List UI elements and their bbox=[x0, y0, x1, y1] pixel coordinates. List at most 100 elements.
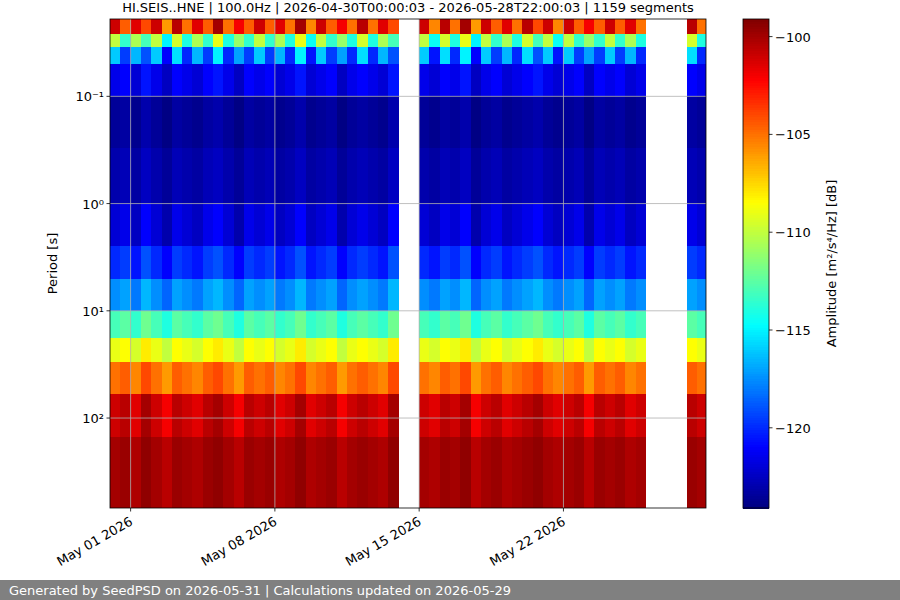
cell bbox=[697, 437, 706, 508]
cell bbox=[697, 204, 706, 247]
cell bbox=[522, 311, 533, 339]
cell bbox=[347, 19, 358, 34]
cell bbox=[533, 204, 544, 247]
cell bbox=[213, 311, 224, 339]
cell bbox=[234, 96, 245, 148]
cell bbox=[388, 204, 399, 247]
cell bbox=[553, 437, 564, 508]
cell bbox=[440, 47, 451, 64]
cell bbox=[151, 394, 162, 437]
cell bbox=[203, 394, 214, 437]
cell bbox=[285, 19, 296, 34]
cell bbox=[522, 47, 533, 64]
cell bbox=[574, 64, 585, 97]
cell bbox=[522, 394, 533, 437]
cell bbox=[151, 96, 162, 148]
cell bbox=[584, 204, 595, 247]
cell bbox=[172, 311, 183, 339]
cell bbox=[594, 204, 605, 247]
cell bbox=[471, 279, 482, 312]
cell bbox=[203, 34, 214, 48]
cell bbox=[368, 246, 379, 279]
cell bbox=[213, 204, 224, 247]
cell bbox=[254, 204, 265, 247]
cell bbox=[615, 362, 626, 395]
cell bbox=[295, 311, 306, 339]
cell bbox=[162, 96, 173, 148]
cell bbox=[419, 437, 430, 508]
cell bbox=[584, 19, 595, 34]
cell bbox=[151, 19, 162, 34]
cell bbox=[502, 204, 513, 247]
cell bbox=[182, 362, 193, 395]
cell bbox=[265, 34, 276, 48]
cell bbox=[636, 279, 647, 312]
cell bbox=[615, 64, 626, 97]
cell bbox=[697, 362, 706, 395]
cell bbox=[553, 362, 564, 395]
x-tick bbox=[130, 508, 131, 512]
cell bbox=[502, 394, 513, 437]
cell bbox=[347, 34, 358, 48]
cell bbox=[533, 437, 544, 508]
cell bbox=[419, 204, 430, 247]
grid-line bbox=[274, 19, 275, 508]
x-tick-label: May 22 2026 bbox=[487, 514, 568, 569]
cell bbox=[450, 34, 461, 48]
cell bbox=[120, 338, 131, 362]
cell bbox=[429, 437, 440, 508]
cell bbox=[141, 279, 152, 312]
cell bbox=[357, 338, 368, 362]
cell bbox=[120, 246, 131, 279]
cell bbox=[265, 394, 276, 437]
cell bbox=[450, 246, 461, 279]
cell bbox=[429, 64, 440, 97]
cell bbox=[306, 47, 317, 64]
cell bbox=[285, 311, 296, 339]
cell bbox=[357, 362, 368, 395]
cell bbox=[625, 34, 636, 48]
cell bbox=[429, 362, 440, 395]
cell bbox=[151, 47, 162, 64]
cell bbox=[605, 437, 616, 508]
cell bbox=[141, 338, 152, 362]
cell bbox=[265, 96, 276, 148]
cell bbox=[110, 148, 121, 205]
cell bbox=[326, 338, 337, 362]
cell bbox=[687, 437, 698, 508]
cell bbox=[141, 362, 152, 395]
cell bbox=[584, 96, 595, 148]
cell bbox=[192, 204, 203, 247]
cell bbox=[172, 204, 183, 247]
cell bbox=[378, 34, 389, 48]
cell bbox=[563, 437, 574, 508]
cell bbox=[502, 338, 513, 362]
cell bbox=[378, 437, 389, 508]
cell bbox=[491, 19, 502, 34]
cell bbox=[512, 311, 523, 339]
cell bbox=[605, 311, 616, 339]
cell bbox=[687, 279, 698, 312]
cell bbox=[337, 437, 348, 508]
cell bbox=[594, 47, 605, 64]
cell bbox=[388, 64, 399, 97]
cell bbox=[574, 311, 585, 339]
cell bbox=[512, 279, 523, 312]
cell bbox=[285, 96, 296, 148]
cell bbox=[594, 64, 605, 97]
cell bbox=[522, 362, 533, 395]
cell bbox=[316, 437, 327, 508]
cell bbox=[636, 246, 647, 279]
cell bbox=[151, 34, 162, 48]
cell bbox=[213, 64, 224, 97]
cell bbox=[244, 64, 255, 97]
cell bbox=[368, 19, 379, 34]
cell bbox=[553, 246, 564, 279]
cell bbox=[275, 362, 286, 395]
cell bbox=[388, 96, 399, 148]
cell bbox=[285, 279, 296, 312]
cell bbox=[615, 246, 626, 279]
cell bbox=[636, 311, 647, 339]
cell bbox=[223, 204, 234, 247]
cell bbox=[306, 279, 317, 312]
